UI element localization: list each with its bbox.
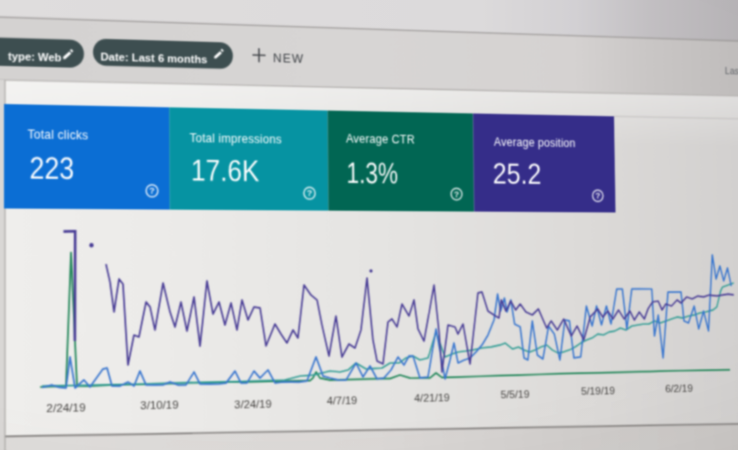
svg-text:6/2/19: 6/2/19 — [665, 381, 693, 394]
svg-text:2/24/19: 2/24/19 — [46, 401, 85, 416]
svg-text:25.2: 25.2 — [493, 158, 542, 191]
svg-text:5/5/19: 5/5/19 — [500, 387, 529, 401]
svg-text:3/24/19: 3/24/19 — [234, 397, 271, 412]
svg-text:Average position: Average position — [494, 136, 576, 150]
svg-text:?: ? — [454, 189, 459, 199]
svg-text:223: 223 — [29, 152, 74, 187]
svg-text:Last upd: Last upd — [725, 66, 738, 78]
svg-text:Total clicks: Total clicks — [28, 127, 89, 142]
svg-text:Total impressions: Total impressions — [189, 131, 281, 146]
svg-text:4/21/19: 4/21/19 — [414, 390, 450, 404]
svg-text:4/7/19: 4/7/19 — [327, 393, 357, 407]
svg-text:?: ? — [149, 186, 155, 197]
svg-text:type: Web: type: Web — [8, 51, 62, 64]
svg-text:?: ? — [595, 191, 600, 201]
svg-text:NEW: NEW — [273, 50, 304, 65]
svg-text:17.6K: 17.6K — [191, 154, 260, 189]
svg-text:1.3%: 1.3% — [346, 156, 398, 189]
svg-text:Average CTR: Average CTR — [346, 132, 415, 146]
svg-text:5/19/19: 5/19/19 — [581, 384, 615, 398]
svg-text:?: ? — [307, 189, 313, 200]
svg-text:Date: Last 6 months: Date: Last 6 months — [100, 51, 207, 67]
svg-text:3/10/19: 3/10/19 — [140, 398, 178, 413]
